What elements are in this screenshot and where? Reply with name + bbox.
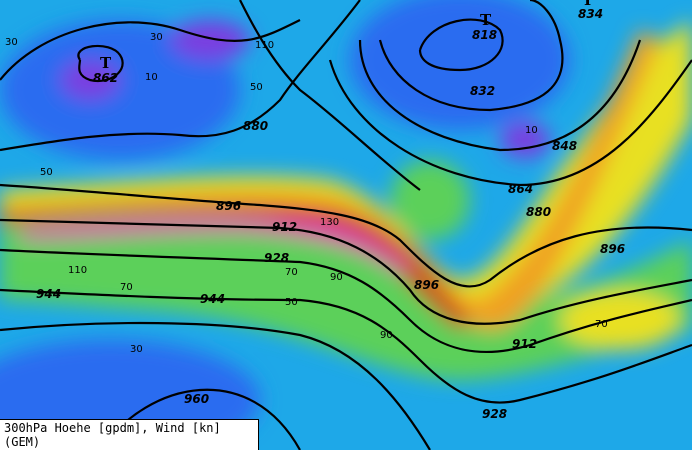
wind-label: 130 <box>320 217 339 228</box>
low-pressure-symbol: T <box>480 11 492 29</box>
height-label: 928 <box>482 407 507 421</box>
height-label: 896 <box>414 278 439 292</box>
height-label: 848 <box>552 139 577 153</box>
low-pressure-value: 862 <box>93 71 118 85</box>
low-pressure-value: 834 <box>578 7 603 21</box>
wind-label: 10 <box>525 125 538 136</box>
height-label: 944 <box>200 292 225 306</box>
height-label: 832 <box>470 84 495 98</box>
wind-label: 110 <box>255 40 274 51</box>
map-caption: 300hPa Hoehe [gpdm], Wind [kn] (GEM) <box>0 419 259 450</box>
wind-label: 30 <box>5 37 18 48</box>
wind-label: 70 <box>595 319 608 330</box>
low-pressure-value: 818 <box>472 28 497 42</box>
wind-label: 30 <box>150 32 163 43</box>
height-label: 864 <box>508 182 533 196</box>
height-label: 928 <box>264 251 289 265</box>
wind-label: 50 <box>40 167 53 178</box>
low-pressure-symbol: T <box>100 54 112 72</box>
wind-label: 90 <box>330 272 343 283</box>
height-label: 896 <box>216 199 241 213</box>
low-pressure-symbol: T <box>582 0 594 9</box>
height-label: 880 <box>526 205 551 219</box>
height-label: 912 <box>512 337 537 351</box>
pressure-systems: T 862 T 818 T 834 <box>93 0 603 85</box>
height-label: 944 <box>36 287 61 301</box>
wind-label: 50 <box>285 297 298 308</box>
height-labels: 832 848 864 880 880 896 896 896 912 912 … <box>36 84 625 421</box>
wind-label: 90 <box>380 330 393 341</box>
wind-label: 10 <box>145 72 158 83</box>
wind-label: 70 <box>285 267 298 278</box>
wind-labels: 30 50 10 30 110 70 90 130 50 70 10 30 50… <box>5 32 608 355</box>
height-label: 960 <box>184 392 209 406</box>
height-label: 896 <box>600 242 625 256</box>
wind-label: 50 <box>250 82 263 93</box>
height-label: 912 <box>272 220 297 234</box>
height-label: 880 <box>243 119 268 133</box>
wind-label: 110 <box>68 265 87 276</box>
wind-label: 70 <box>120 282 133 293</box>
wind-label: 30 <box>130 344 143 355</box>
